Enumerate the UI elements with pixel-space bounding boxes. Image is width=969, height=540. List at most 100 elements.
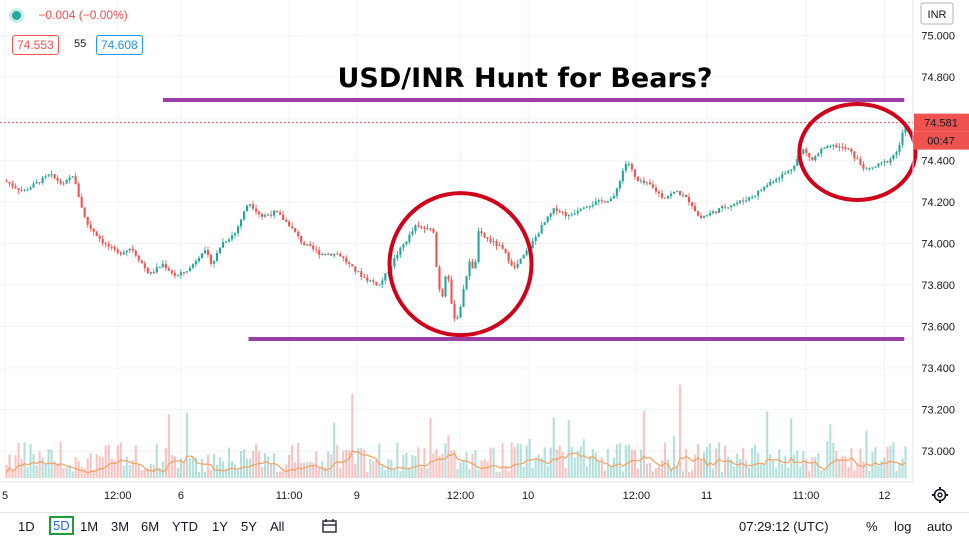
volume-bar: [663, 442, 667, 478]
period-ytd[interactable]: YTD: [172, 519, 198, 534]
candle-body: [757, 190, 760, 196]
period-1m[interactable]: 1M: [80, 519, 99, 534]
volume-bar: [26, 467, 29, 478]
volume-bar: [850, 448, 853, 478]
volume-bar: [140, 470, 143, 478]
candle-body: [898, 144, 901, 152]
volume-bar: [179, 458, 182, 478]
candle-body: [829, 145, 832, 147]
volume-bar: [161, 461, 164, 478]
candle-body: [366, 277, 369, 281]
volume-bar: [549, 447, 552, 478]
settings-gear-icon[interactable]: [932, 487, 948, 503]
candle-body: [32, 183, 35, 188]
candle-body: [402, 244, 405, 248]
volume-bar: [221, 461, 225, 478]
period-6m[interactable]: 6M: [141, 519, 160, 534]
highlight-circle: [387, 191, 534, 338]
volume-bar: [248, 458, 252, 478]
volume-bar: [702, 451, 706, 478]
volume-bar: [167, 414, 170, 478]
candle-body: [261, 213, 264, 217]
candle-body: [675, 191, 679, 193]
bid-price[interactable]: 74.553: [12, 35, 59, 55]
price-chart[interactable]: USD/INR Hunt for Bears? 73.000 73.200 73.4…: [0, 0, 969, 512]
period-3m[interactable]: 3M: [111, 519, 130, 534]
volume-bar: [588, 456, 591, 478]
date-range-icon[interactable]: [322, 519, 338, 536]
volume-bar: [507, 471, 510, 478]
volume-bar: [17, 442, 20, 478]
volume-bar: [200, 459, 203, 478]
volume-bar: [678, 384, 682, 478]
y-tick-label: 73.200: [921, 405, 955, 417]
candle-body: [68, 177, 71, 181]
candle-body: [606, 201, 609, 203]
ask-price[interactable]: 74.608: [96, 35, 143, 55]
candle-body: [429, 228, 432, 230]
candle-body: [8, 181, 11, 184]
clock-time[interactable]: 07:29:12 (UTC): [739, 519, 829, 534]
volume-bar: [279, 471, 282, 478]
volume-bar: [348, 450, 351, 478]
period-1d[interactable]: 1D: [18, 519, 35, 534]
candle-body: [50, 174, 53, 176]
candle-body: [294, 228, 297, 233]
volume-bar: [258, 451, 261, 478]
candle-body: [507, 252, 510, 262]
candle-body: [706, 215, 709, 217]
y-tick-label: 73.000: [921, 446, 955, 458]
candle-body: [83, 207, 86, 217]
volume-bar: [528, 438, 531, 478]
volume-bar: [540, 458, 543, 478]
candle-body: [597, 200, 600, 202]
candle-body: [856, 158, 859, 160]
volume-bar: [513, 446, 516, 478]
candle-body: [492, 241, 495, 243]
volume-bar: [612, 457, 615, 478]
volume-bar: [600, 457, 603, 478]
period-5d[interactable]: 5D: [49, 516, 74, 535]
candle-body: [206, 250, 210, 255]
volume-bar: [227, 447, 231, 478]
period-1y[interactable]: 1Y: [212, 519, 228, 534]
percent-toggle[interactable]: %: [866, 519, 878, 534]
candle-body: [558, 210, 561, 212]
auto-toggle[interactable]: auto: [927, 519, 953, 534]
candle-body: [555, 208, 558, 211]
period-5y[interactable]: 5Y: [241, 519, 257, 534]
volume-bar: [185, 412, 188, 478]
candle-body: [369, 280, 372, 282]
volume-bar: [197, 471, 200, 478]
candle-body: [534, 236, 537, 241]
candle-body: [444, 276, 447, 297]
log-toggle[interactable]: log: [894, 519, 912, 534]
x-tick-label: 12:00: [447, 490, 475, 502]
candle-body: [200, 253, 203, 258]
candle-body: [197, 257, 200, 262]
volume-bar: [543, 447, 546, 478]
candle-body: [805, 149, 808, 153]
period-all[interactable]: All: [270, 519, 285, 534]
candle-body: [901, 132, 904, 145]
volume-bar: [757, 452, 760, 478]
candle-body: [690, 202, 694, 206]
volume-bar: [901, 458, 904, 478]
volume-bar: [748, 467, 751, 478]
volume-bar: [633, 449, 636, 478]
volume-bar: [164, 448, 167, 478]
time-axis: 5 12:00 6 11:00 9 12:00 10 12:00 11 11:00 12: [2, 490, 891, 502]
volume-bar: [829, 424, 832, 478]
candle-body: [465, 276, 468, 289]
candle-body: [47, 174, 50, 177]
candle-body: [270, 214, 273, 216]
candle-body: [116, 249, 119, 253]
candle-body: [173, 273, 176, 276]
volume-bar: [44, 464, 47, 478]
candle-body: [447, 276, 450, 280]
candle-body: [381, 280, 384, 285]
candle-body: [609, 198, 612, 202]
candle-body: [687, 197, 691, 203]
candle-body: [161, 263, 164, 267]
volume-bar: [80, 467, 83, 478]
